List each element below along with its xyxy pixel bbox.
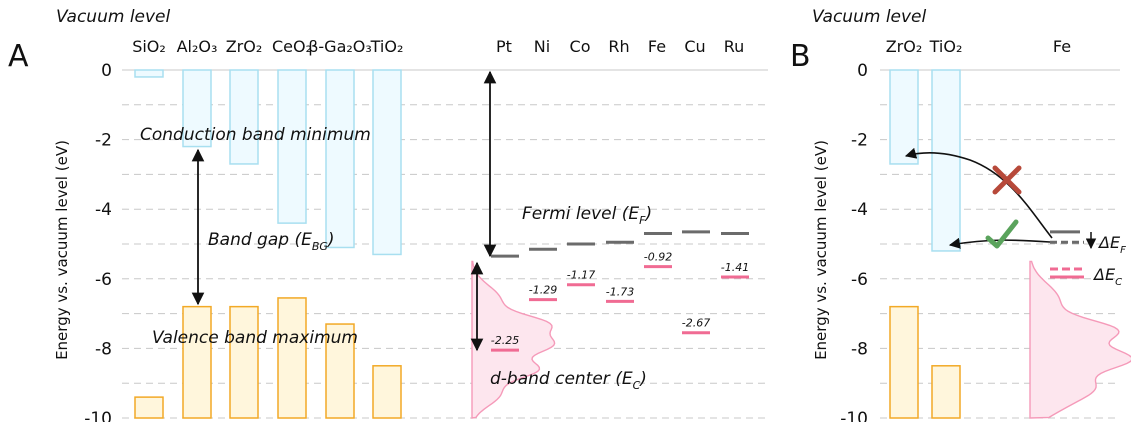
metal-label: Co	[570, 37, 591, 56]
metal-label: Pt	[496, 37, 512, 56]
delta-ec-label: ΔEC	[1092, 265, 1122, 288]
valence-band-bar	[182, 305, 212, 419]
metal-label: Ni	[534, 37, 550, 56]
transfer-arrow-to-zro2	[904, 147, 1053, 239]
d-band-value-label: -1.29	[529, 284, 557, 297]
panel-b-metal-levels: Fe	[1050, 37, 1084, 244]
y-tick-label: 0	[101, 61, 112, 81]
y-tick-label: -10	[840, 409, 868, 422]
oxide-label: TiO₂	[370, 37, 404, 56]
y-tick-label: -2	[95, 131, 112, 151]
y-tick-label: 0	[857, 61, 868, 81]
y-tick-label: -2	[851, 131, 868, 151]
valence-band-bar	[277, 297, 307, 419]
y-tick-label: -6	[851, 270, 868, 290]
oxide-label: TiO₂	[929, 37, 963, 56]
metal-label: Ru	[724, 37, 745, 56]
conduction-band-bar	[372, 69, 402, 256]
panel-a-y-ticks: 0 -2 -4 -6 -8 -10	[84, 61, 112, 422]
d-band-value-label: -1.73	[606, 285, 634, 298]
oxide-label: β-Ga₂O₃	[308, 37, 372, 56]
dos-curve-path	[1029, 260, 1131, 419]
cross-icon	[992, 165, 1022, 195]
oxide-label: CeO₂	[272, 37, 312, 56]
y-tick-label: -8	[851, 339, 868, 359]
oxide-label: Al₂O₃	[177, 37, 218, 56]
valence-band-bar	[325, 323, 355, 419]
y-tick-label: -6	[95, 270, 112, 290]
y-tick-label: -10	[84, 409, 112, 422]
d-band-value-label: -0.92	[644, 251, 672, 264]
valence-band-bar	[931, 365, 961, 419]
panel-a-vacuum-label: Vacuum level	[56, 7, 171, 27]
d-band-annotation: d-band center (EC)	[490, 369, 647, 392]
d-band-value-label: -2.67	[682, 317, 710, 330]
conduction-band-bar	[229, 69, 259, 165]
y-tick-label: -8	[95, 339, 112, 359]
conduction-band-bar	[889, 69, 919, 165]
oxide-label: ZrO₂	[226, 37, 263, 56]
panel-b-y-ticks: 0 -2 -4 -6 -8 -10	[840, 61, 868, 422]
valence-band-bar	[372, 365, 402, 419]
cbm-annotation: Conduction band minimum	[140, 125, 371, 145]
conduction-band-bar	[325, 69, 355, 249]
valence-band-bar	[229, 305, 259, 419]
conduction-band-bar	[931, 69, 961, 252]
panel-b-letter: B	[790, 39, 811, 74]
panel-a-y-axis-label: Energy vs. vacuum level (eV)	[53, 140, 71, 360]
conduction-band-bar	[182, 69, 212, 148]
conduction-band-bar	[277, 69, 307, 224]
metal-label: Rh	[608, 37, 629, 56]
check-icon	[985, 219, 1019, 249]
valence-band-bar	[889, 305, 919, 419]
y-tick-label: -4	[95, 200, 112, 220]
panel-b-dos-curve	[1029, 260, 1131, 419]
metal-label: Fe	[648, 37, 666, 56]
conduction-band-bar	[134, 69, 164, 78]
fermi-level-annotation: Fermi level (EF)	[522, 204, 652, 227]
band-gap-annotation: Band gap (EBG)	[208, 230, 335, 253]
metal-label: Fe	[1053, 37, 1071, 56]
metal-label: Cu	[684, 37, 705, 56]
panel-a-letter: A	[8, 39, 29, 74]
panel-b-oxide-bands: ZrO₂ TiO₂	[886, 37, 963, 419]
oxide-label: ZrO₂	[886, 37, 923, 56]
panel-b-y-axis-label: Energy vs. vacuum level (eV)	[812, 140, 830, 360]
panel-b-vacuum-label: Vacuum level	[812, 7, 927, 27]
dos-curve-path	[471, 260, 556, 419]
d-band-value-label: -1.41	[721, 261, 749, 274]
y-tick-label: -4	[851, 200, 868, 220]
valence-band-bar	[134, 396, 164, 419]
vbm-annotation: Valence band maximum	[152, 328, 358, 348]
delta-ef-label: ΔEF	[1097, 233, 1126, 256]
panel-a-metal-levels: Pt -2.25 Ni -1.29 Co -1.17 Rh -1.73 Fe -0.92 Cu -2.…	[491, 37, 749, 352]
oxide-label: SiO₂	[132, 37, 166, 56]
d-band-value-label: -1.17	[567, 269, 595, 282]
panel-a-dos-curve	[471, 260, 556, 419]
d-band-value-label: -2.25	[491, 334, 519, 347]
